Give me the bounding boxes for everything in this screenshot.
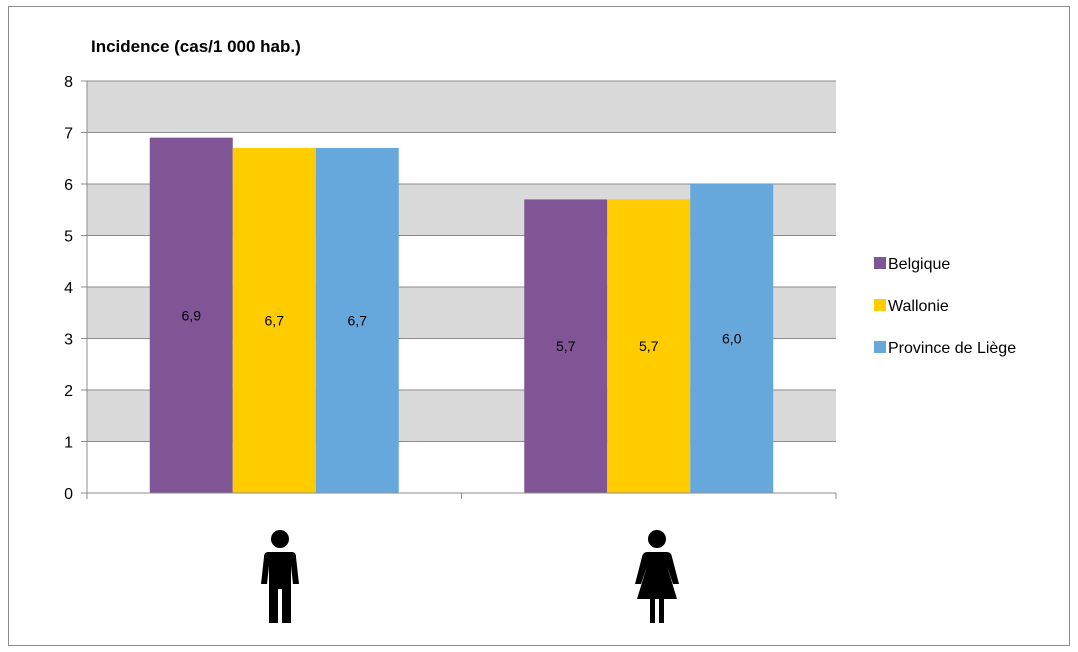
- legend-swatch: [874, 257, 886, 269]
- y-tick-label: 7: [64, 126, 73, 143]
- bar-0-0: [149, 137, 233, 493]
- y-tick-label: 5: [64, 229, 73, 246]
- y-tick-label: 4: [64, 280, 73, 297]
- data-label: 5,7: [556, 338, 576, 354]
- bar-0-1: [524, 199, 608, 493]
- legend-swatch: [874, 341, 886, 353]
- y-tick-label: 8: [64, 74, 73, 91]
- bar-2-1: [690, 184, 774, 493]
- legend-swatch: [874, 299, 886, 311]
- chart-title: Incidence (cas/1 000 hab.): [91, 37, 301, 56]
- legend-label: Province de Liège: [888, 340, 1016, 357]
- bars: [149, 137, 774, 493]
- bar-chart: 0 1 2 3 4 5 6 7 8 6,9 6,7 6,7 5,7 5,7 6,0 Incidence (…: [64, 37, 1016, 623]
- data-label: 5,7: [639, 338, 659, 354]
- chart-frame: 0 1 2 3 4 5 6 7 8 6,9 6,7 6,7 5,7 5,7 6,0 Incidence (…: [8, 6, 1070, 646]
- y-tick-label: 3: [64, 332, 73, 349]
- data-label: 6,7: [265, 312, 285, 328]
- axes: [81, 80, 837, 499]
- y-tick-labels: 0 1 2 3 4 5 6 7 8: [64, 74, 73, 503]
- y-tick-label: 6: [64, 177, 73, 194]
- legend-label: Wallonie: [888, 298, 949, 315]
- male-icon: [261, 530, 299, 623]
- female-icon: [635, 530, 679, 623]
- bar-2-0: [315, 147, 399, 493]
- legend-label: Belgique: [888, 256, 950, 273]
- y-tick-label: 0: [64, 486, 73, 503]
- legend: Belgique Wallonie Province de Liège: [874, 256, 1016, 357]
- y-tick-label: 1: [64, 435, 73, 452]
- data-label: 6,9: [182, 307, 202, 323]
- bar-1-0: [232, 147, 316, 493]
- y-tick-label: 2: [64, 383, 73, 400]
- bar-1-1: [607, 199, 691, 493]
- data-label: 6,7: [348, 312, 368, 328]
- data-labels: 6,9 6,7 6,7 5,7 5,7 6,0: [182, 307, 742, 354]
- data-label: 6,0: [722, 331, 742, 347]
- grid-band: [87, 81, 836, 133]
